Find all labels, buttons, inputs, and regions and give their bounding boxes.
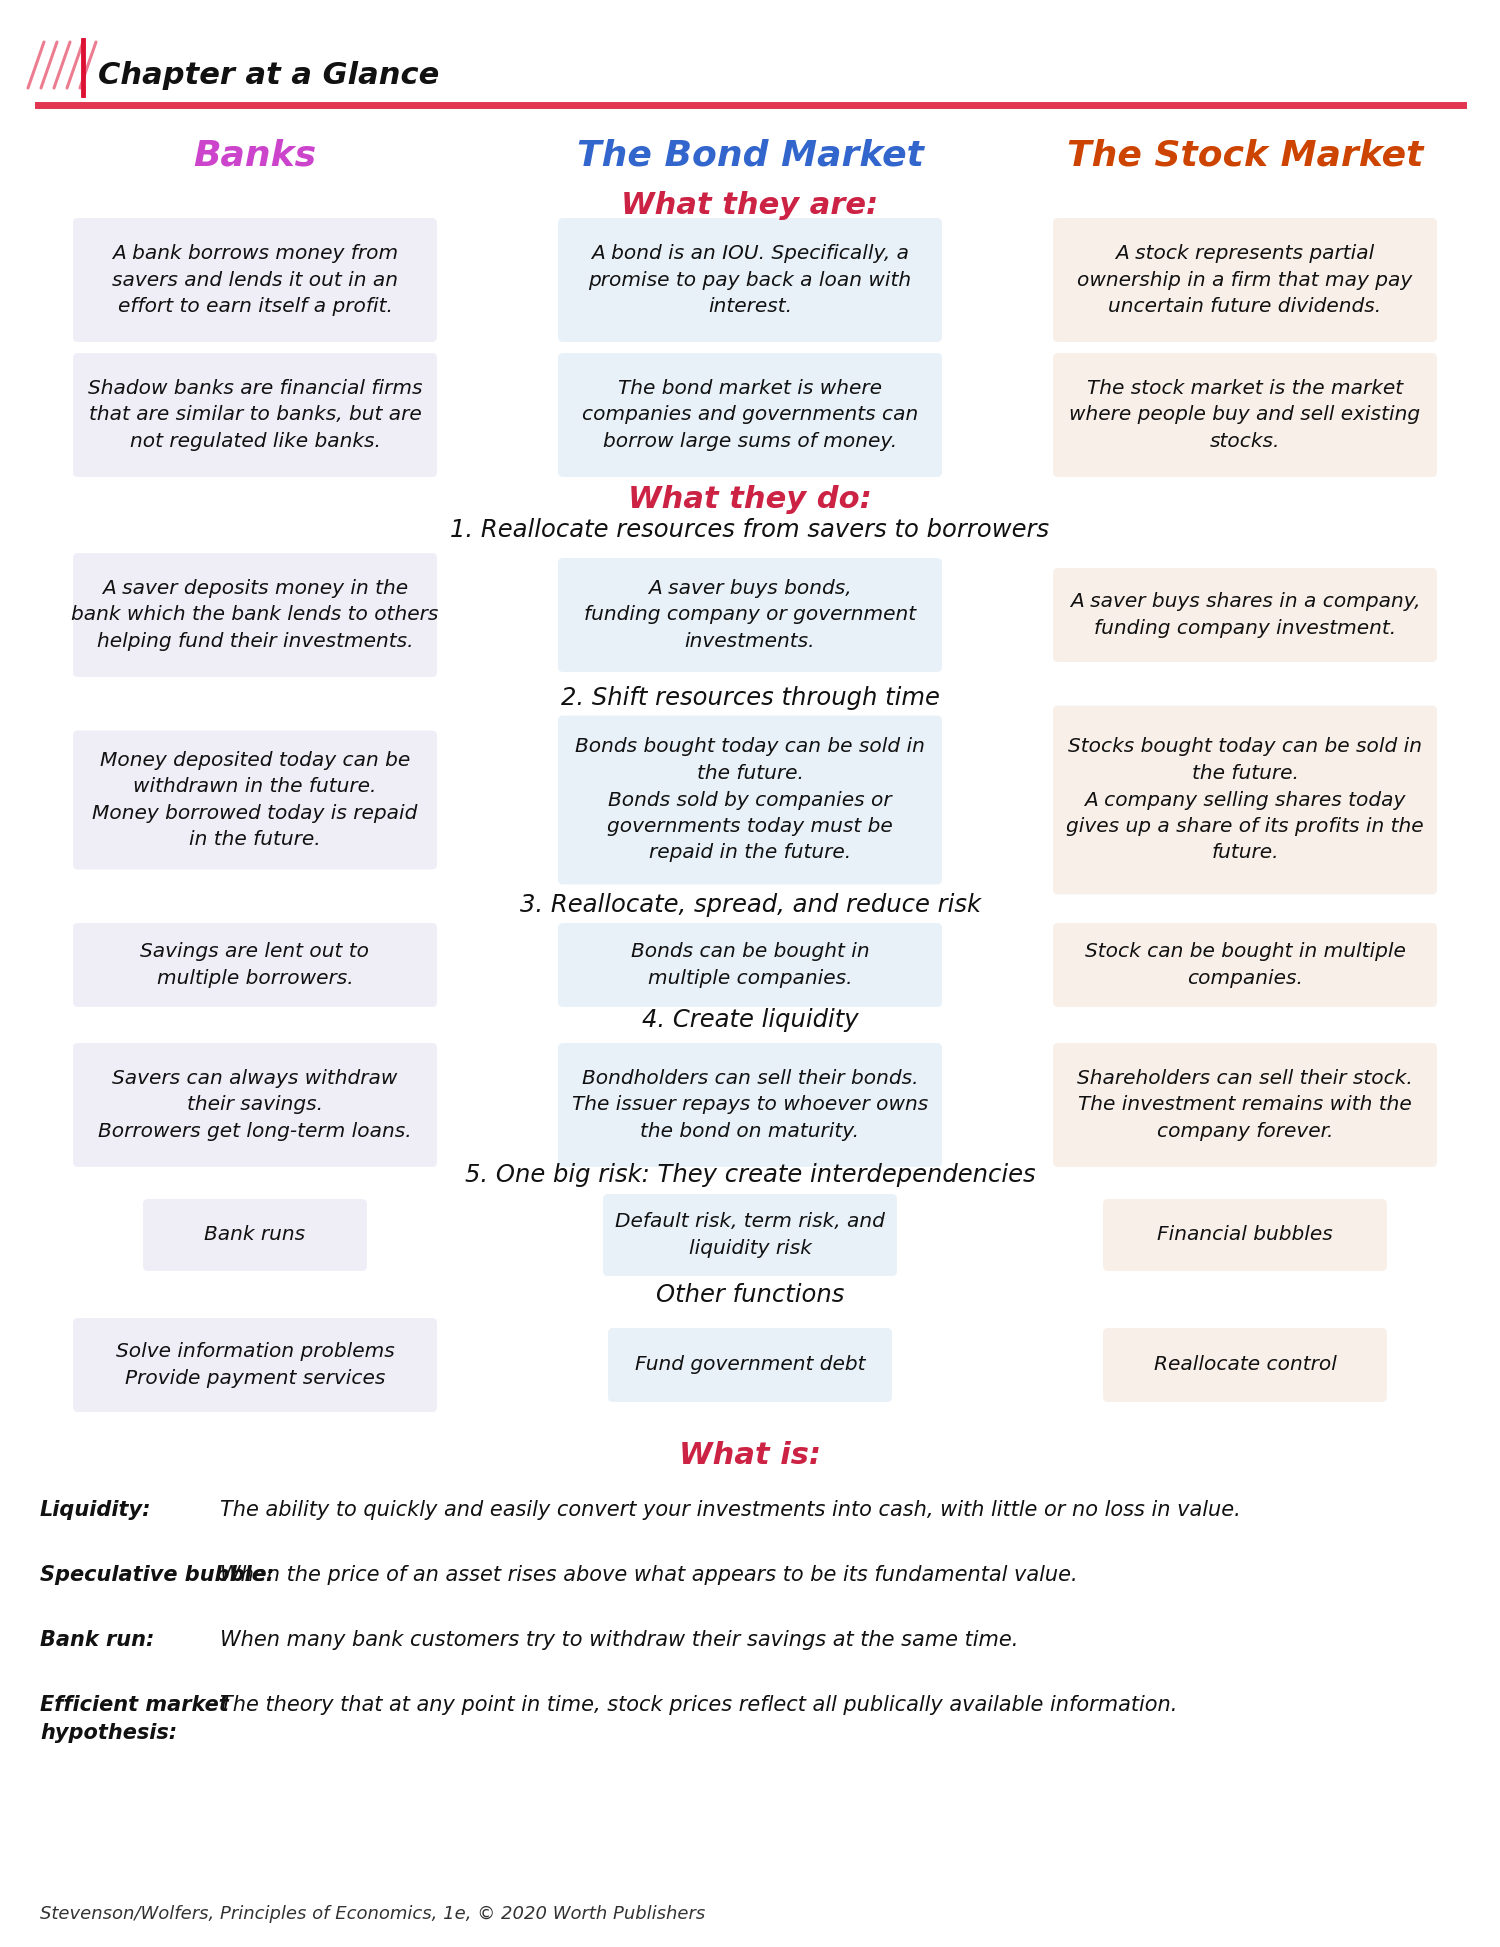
Text: A saver buys bonds,
funding company or government
investments.: A saver buys bonds, funding company or g…	[584, 578, 916, 650]
Text: A bond is an IOU. Specifically, a
promise to pay back a loan with
interest.: A bond is an IOU. Specifically, a promis…	[588, 243, 912, 315]
Text: Chapter at a Glance: Chapter at a Glance	[98, 60, 439, 90]
FancyBboxPatch shape	[558, 1044, 942, 1166]
FancyBboxPatch shape	[74, 1318, 436, 1412]
FancyBboxPatch shape	[558, 715, 942, 884]
Text: Reallocate control: Reallocate control	[1154, 1355, 1336, 1375]
FancyBboxPatch shape	[558, 218, 942, 343]
FancyBboxPatch shape	[74, 218, 436, 343]
Text: Efficient market
hypothesis:: Efficient market hypothesis:	[40, 1696, 228, 1743]
Text: Default risk, term risk, and
liquidity risk: Default risk, term risk, and liquidity r…	[615, 1213, 885, 1258]
FancyBboxPatch shape	[608, 1328, 892, 1402]
FancyBboxPatch shape	[1053, 218, 1437, 343]
Text: Solve information problems
Provide payment services: Solve information problems Provide payme…	[116, 1341, 394, 1388]
FancyBboxPatch shape	[1053, 923, 1437, 1007]
Text: Bank run:: Bank run:	[40, 1630, 154, 1649]
Text: 2. Shift resources through time: 2. Shift resources through time	[561, 685, 939, 711]
Text: Shadow banks are financial firms
that are similar to banks, but are
not regulate: Shadow banks are financial firms that ar…	[87, 380, 423, 452]
Text: The Stock Market: The Stock Market	[1066, 138, 1424, 171]
Text: Bonds bought today can be sold in
the future.
Bonds sold by companies or
governm: Bonds bought today can be sold in the fu…	[574, 738, 926, 863]
Text: When many bank customers try to withdraw their savings at the same time.: When many bank customers try to withdraw…	[220, 1630, 1018, 1649]
FancyBboxPatch shape	[558, 352, 942, 477]
Text: Stock can be bought in multiple
companies.: Stock can be bought in multiple companie…	[1084, 942, 1406, 987]
Text: 4. Create liquidity: 4. Create liquidity	[642, 1009, 858, 1032]
Text: Bank runs: Bank runs	[204, 1225, 306, 1244]
Text: 5. One big risk: They create interdependencies: 5. One big risk: They create interdepend…	[465, 1162, 1035, 1188]
Text: A saver buys shares in a company,
funding company investment.: A saver buys shares in a company, fundin…	[1070, 592, 1420, 639]
Text: A bank borrows money from
savers and lends it out in an
effort to earn itself a : A bank borrows money from savers and len…	[112, 243, 398, 315]
Text: Liquidity:: Liquidity:	[40, 1499, 152, 1521]
FancyBboxPatch shape	[1053, 352, 1437, 477]
FancyBboxPatch shape	[1053, 569, 1437, 662]
FancyBboxPatch shape	[74, 1044, 436, 1166]
Text: When the price of an asset rises above what appears to be its fundamental value.: When the price of an asset rises above w…	[220, 1565, 1077, 1585]
Text: What they are:: What they are:	[621, 191, 879, 220]
Text: Savings are lent out to
multiple borrowers.: Savings are lent out to multiple borrowe…	[141, 942, 369, 987]
Text: Shareholders can sell their stock.
The investment remains with the
company forev: Shareholders can sell their stock. The i…	[1077, 1069, 1413, 1141]
FancyBboxPatch shape	[142, 1199, 368, 1271]
Text: The Bond Market: The Bond Market	[576, 138, 924, 171]
Text: Speculative bubble:: Speculative bubble:	[40, 1565, 274, 1585]
Text: Banks: Banks	[194, 138, 316, 171]
FancyBboxPatch shape	[1102, 1328, 1388, 1402]
Text: Bonds can be bought in
multiple companies.: Bonds can be bought in multiple companie…	[630, 942, 870, 987]
FancyBboxPatch shape	[1053, 705, 1437, 894]
Text: Other functions: Other functions	[656, 1283, 844, 1306]
Text: A saver deposits money in the
bank which the bank lends to others
helping fund t: A saver deposits money in the bank which…	[72, 578, 438, 650]
Text: The bond market is where
companies and governments can
borrow large sums of mone: The bond market is where companies and g…	[582, 380, 918, 452]
Text: Fund government debt: Fund government debt	[634, 1355, 866, 1375]
FancyBboxPatch shape	[1053, 1044, 1437, 1166]
Text: The ability to quickly and easily convert your investments into cash, with littl: The ability to quickly and easily conver…	[220, 1499, 1240, 1521]
Text: 1. Reallocate resources from savers to borrowers: 1. Reallocate resources from savers to b…	[450, 518, 1050, 541]
Text: What they do:: What they do:	[628, 485, 872, 514]
Text: Stocks bought today can be sold in
the future.
A company selling shares today
gi: Stocks bought today can be sold in the f…	[1066, 738, 1424, 863]
FancyBboxPatch shape	[558, 559, 942, 672]
Text: Savers can always withdraw
their savings.
Borrowers get long-term loans.: Savers can always withdraw their savings…	[98, 1069, 413, 1141]
Text: Stevenson/Wolfers, Principles of Economics, 1e, © 2020 Worth Publishers: Stevenson/Wolfers, Principles of Economi…	[40, 1904, 705, 1924]
Text: Money deposited today can be
withdrawn in the future.
Money borrowed today is re: Money deposited today can be withdrawn i…	[93, 752, 417, 849]
FancyBboxPatch shape	[74, 923, 436, 1007]
Text: 3. Reallocate, spread, and reduce risk: 3. Reallocate, spread, and reduce risk	[519, 894, 981, 917]
Text: Bondholders can sell their bonds.
The issuer repays to whoever owns
the bond on : Bondholders can sell their bonds. The is…	[572, 1069, 928, 1141]
Text: A stock represents partial
ownership in a firm that may pay
uncertain future div: A stock represents partial ownership in …	[1077, 243, 1413, 315]
Text: Financial bubbles: Financial bubbles	[1156, 1225, 1334, 1244]
FancyBboxPatch shape	[74, 730, 436, 870]
FancyBboxPatch shape	[74, 553, 436, 678]
FancyBboxPatch shape	[603, 1194, 897, 1275]
FancyBboxPatch shape	[558, 923, 942, 1007]
Text: The theory that at any point in time, stock prices reflect all publically availa: The theory that at any point in time, st…	[220, 1696, 1178, 1715]
FancyBboxPatch shape	[1102, 1199, 1388, 1271]
FancyBboxPatch shape	[74, 352, 436, 477]
Text: What is:: What is:	[680, 1441, 820, 1470]
Text: The stock market is the market
where people buy and sell existing
stocks.: The stock market is the market where peo…	[1070, 380, 1420, 452]
